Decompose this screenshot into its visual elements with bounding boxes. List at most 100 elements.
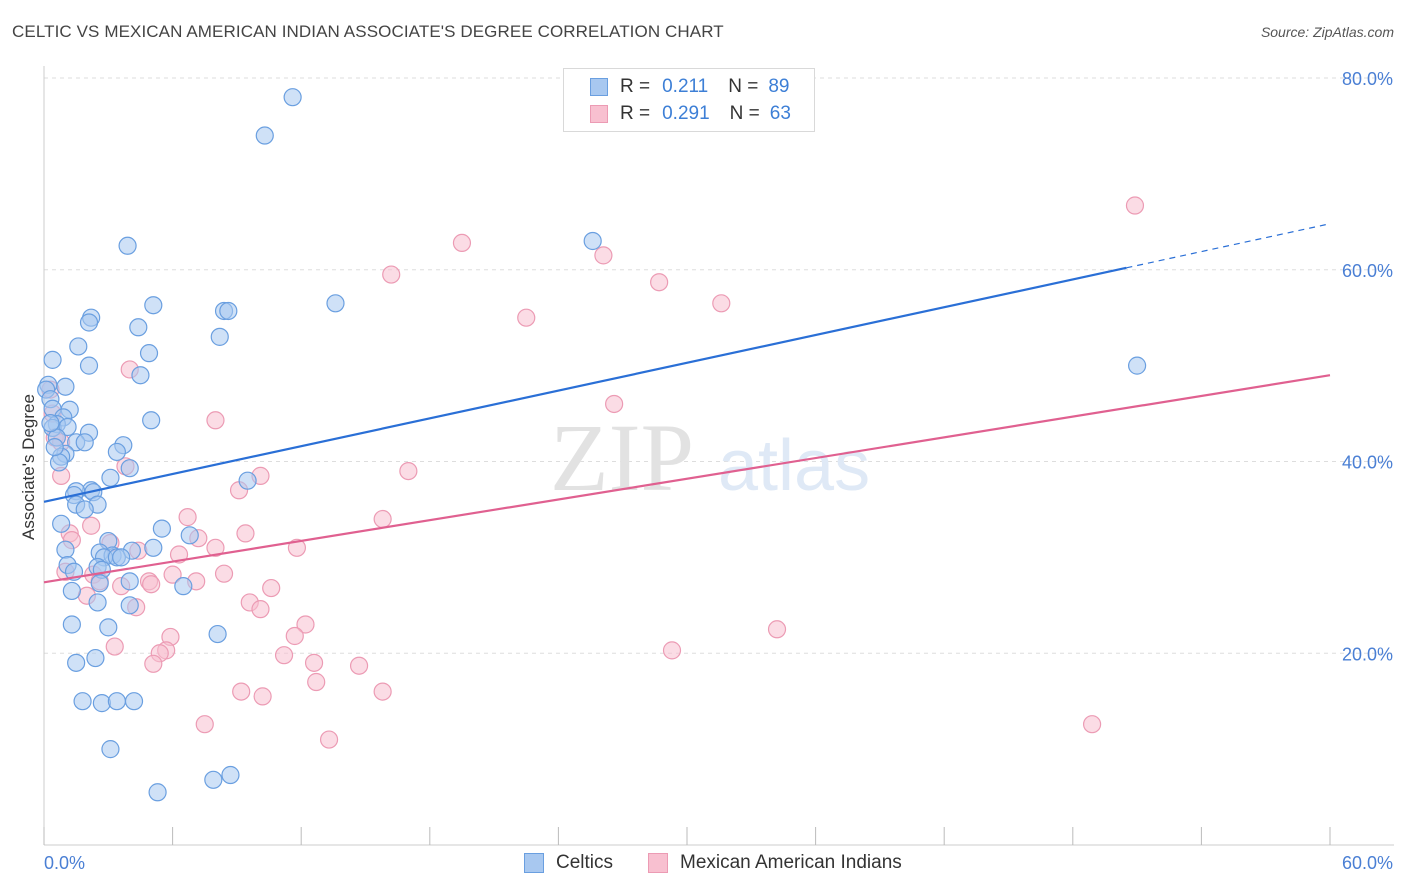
celtics-point bbox=[112, 548, 131, 567]
legend-row-celtics: R = 0.211 N = 89 bbox=[590, 76, 790, 98]
mexican-point bbox=[712, 294, 731, 313]
mexican-point bbox=[163, 565, 182, 584]
mexican-point bbox=[274, 646, 294, 665]
x-tick-label: 0.0% bbox=[44, 853, 85, 873]
celtics-point bbox=[107, 442, 126, 462]
mexican-point bbox=[304, 653, 324, 672]
source-label: Source: ZipAtlas.com bbox=[1260, 24, 1394, 40]
legend-r-value: 0.211 bbox=[662, 76, 709, 97]
mexican-point bbox=[144, 654, 163, 673]
mexican-point bbox=[307, 672, 326, 692]
celtics-point bbox=[62, 581, 81, 601]
celtics-point bbox=[208, 624, 227, 644]
mexican-point bbox=[1082, 715, 1102, 734]
legend-n-label: N = bbox=[729, 103, 760, 124]
mexican-point bbox=[452, 233, 472, 253]
mexican-point bbox=[767, 620, 787, 639]
celtics-point bbox=[90, 574, 109, 593]
celtics-point bbox=[52, 514, 71, 533]
y-tick-label: 80.0% bbox=[1342, 69, 1393, 89]
celtics-point bbox=[129, 318, 148, 337]
bottom-legend-swatch-mexican bbox=[648, 853, 668, 873]
celtics-trend-extension bbox=[1126, 223, 1331, 269]
celtics-point bbox=[326, 294, 345, 313]
y-tick-label: 20.0% bbox=[1342, 644, 1393, 664]
mexican-point bbox=[105, 637, 124, 656]
celtics-point bbox=[210, 327, 229, 346]
celtics-point bbox=[86, 648, 105, 668]
celtics-point bbox=[180, 526, 199, 545]
bottom-legend-label: Mexican American Indians bbox=[680, 852, 902, 873]
y-tick-label: 40.0% bbox=[1342, 453, 1393, 473]
celtics-point bbox=[45, 438, 64, 457]
legend-r-value: 0.291 bbox=[662, 103, 710, 124]
mexican-point bbox=[169, 545, 189, 564]
celtics-point bbox=[79, 313, 99, 332]
celtics-point bbox=[131, 366, 150, 385]
mexican-point bbox=[232, 682, 251, 701]
mexican-point bbox=[82, 516, 101, 535]
mexican-point bbox=[253, 687, 272, 706]
celtics-point bbox=[62, 615, 81, 634]
celtics-point bbox=[219, 301, 238, 321]
mexican-point bbox=[287, 538, 307, 557]
y-tick-label: 60.0% bbox=[1342, 261, 1393, 281]
legend-row-mexican: R = 0.291 N = 63 bbox=[590, 103, 791, 125]
celtics-point bbox=[238, 471, 257, 490]
celtics-point bbox=[41, 414, 60, 433]
celtics-point bbox=[124, 692, 144, 711]
bottom-legend-mexican: Mexican American Indians bbox=[648, 852, 902, 874]
celtics-point bbox=[43, 350, 62, 369]
bottom-legend-label: Celtics bbox=[556, 852, 614, 873]
mexican-point bbox=[399, 461, 418, 481]
celtics-point bbox=[174, 577, 193, 596]
celtics-point bbox=[79, 356, 99, 375]
mexican-point bbox=[195, 715, 214, 734]
mexican-point bbox=[349, 656, 369, 675]
axes bbox=[43, 66, 1394, 846]
celtics-point bbox=[67, 653, 86, 672]
celtics-point bbox=[118, 236, 137, 255]
mexican-trend-line bbox=[43, 374, 1331, 584]
celtics-point bbox=[69, 337, 88, 356]
bottom-legend-swatch-celtics bbox=[524, 853, 544, 873]
celtics-point bbox=[101, 740, 120, 759]
trend-lines bbox=[43, 223, 1331, 584]
watermark-zip: ZIP bbox=[550, 404, 694, 511]
celtics-point bbox=[142, 411, 161, 430]
mexican-point bbox=[373, 509, 392, 529]
celtics-point bbox=[49, 453, 69, 472]
mexican-point bbox=[605, 394, 624, 414]
mexican-point bbox=[285, 626, 304, 646]
celtics-point bbox=[144, 538, 163, 557]
celtics-point bbox=[1127, 356, 1147, 375]
legend-n-value: 89 bbox=[768, 76, 790, 97]
mexican-point bbox=[594, 246, 613, 265]
celtics-point bbox=[73, 692, 92, 711]
series-celtics-points bbox=[37, 88, 1147, 802]
celtics-point bbox=[107, 692, 126, 711]
mexican-point bbox=[206, 538, 225, 557]
tick-labels: 20.0% 40.0% 60.0% 80.0% 0.0% 60.0% bbox=[44, 69, 1393, 873]
mexican-point bbox=[251, 600, 270, 619]
celtics-trend-line bbox=[43, 266, 1127, 503]
celtics-point bbox=[92, 694, 111, 713]
mexican-point bbox=[142, 575, 161, 594]
celtics-point bbox=[56, 540, 75, 559]
celtics-point bbox=[283, 88, 302, 107]
celtics-point bbox=[255, 126, 274, 145]
celtics-point bbox=[583, 231, 602, 251]
mexican-point bbox=[650, 273, 669, 292]
legend-swatch-mexican bbox=[590, 105, 608, 123]
mexican-point bbox=[262, 578, 281, 598]
mexican-point bbox=[373, 682, 392, 701]
legend-n-label: N = bbox=[728, 76, 759, 97]
grid-lines bbox=[44, 77, 1394, 654]
celtics-point bbox=[120, 459, 139, 478]
mexican-point bbox=[382, 265, 401, 284]
celtics-point bbox=[99, 618, 118, 637]
legend-r-label: R = bbox=[620, 76, 651, 97]
celtics-point bbox=[75, 500, 94, 519]
celtics-point bbox=[88, 593, 107, 612]
legend: R = 0.211 N = 89 R = 0.291 N = 63 bbox=[563, 68, 815, 132]
